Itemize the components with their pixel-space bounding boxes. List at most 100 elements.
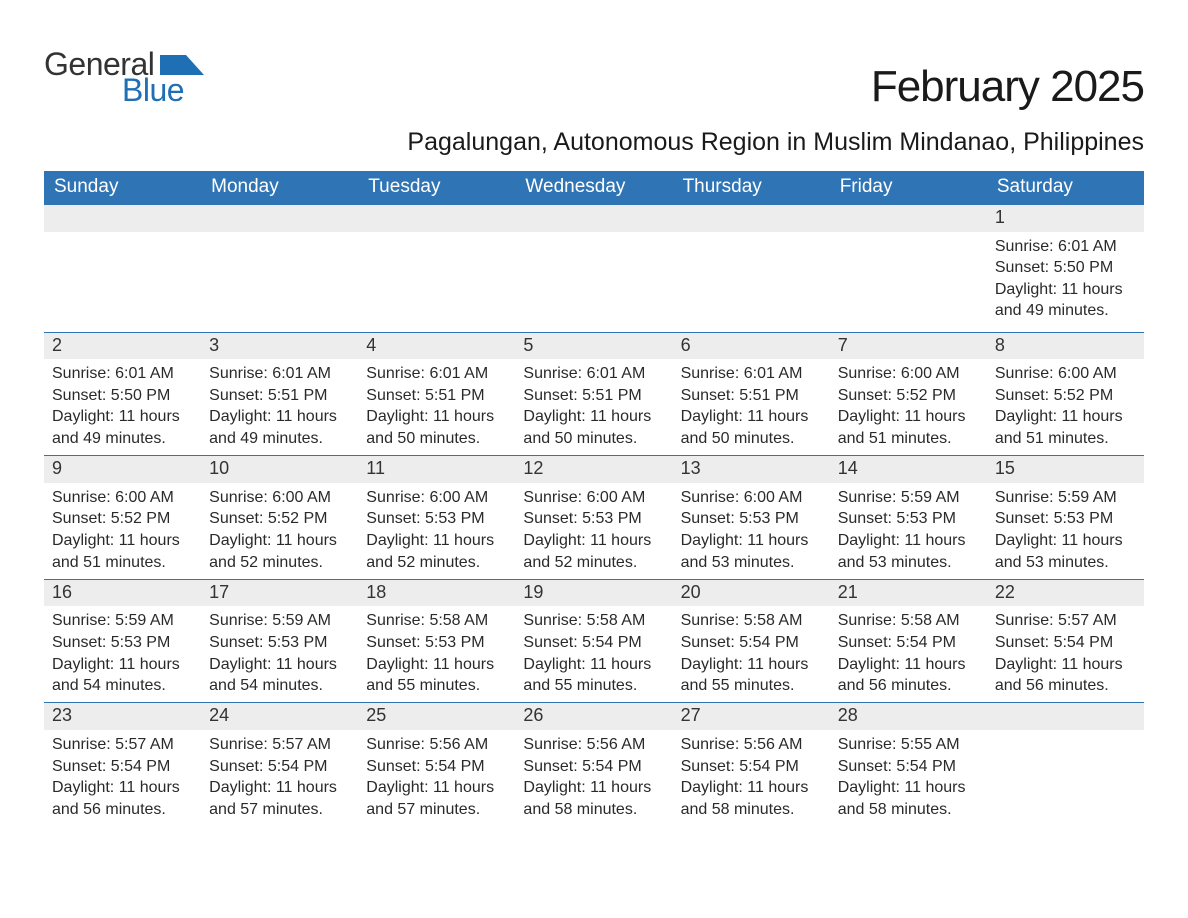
daylight-line: Daylight: 11 hours and 51 minutes. [995,406,1136,449]
sunrise-line: Sunrise: 6:01 AM [209,363,350,385]
daylight-label: Daylight: [995,408,1057,425]
sunrise-label: Sunrise: [523,612,582,629]
sunrise-label: Sunrise: [523,365,582,382]
calendar-day-cell: 8Sunrise: 6:00 AMSunset: 5:52 PMDaylight… [987,332,1144,456]
daylight-line: Daylight: 11 hours and 52 minutes. [366,530,507,573]
sunrise-line: Sunrise: 6:01 AM [995,236,1136,258]
calendar-day-cell: 9Sunrise: 6:00 AMSunset: 5:52 PMDaylight… [44,456,201,580]
daylight-line: Daylight: 11 hours and 51 minutes. [52,530,193,573]
sunrise-line: Sunrise: 5:57 AM [52,734,193,756]
sunrise-value: 5:59 AM [115,612,174,629]
sunset-line: Sunset: 5:50 PM [52,385,193,407]
daylight-label: Daylight: [366,779,428,796]
sunset-value: 5:53 PM [111,634,171,651]
sunrise-label: Sunrise: [995,489,1054,506]
day-body [358,232,515,332]
sunrise-value: 5:56 AM [587,736,646,753]
daylight-line: Daylight: 11 hours and 53 minutes. [681,530,822,573]
daylight-line: Daylight: 11 hours and 53 minutes. [995,530,1136,573]
day-body: Sunrise: 6:00 AMSunset: 5:52 PMDaylight:… [201,483,358,579]
day-number: 1 [987,205,1144,232]
calendar-day-cell: 4Sunrise: 6:01 AMSunset: 5:51 PMDaylight… [358,332,515,456]
sunrise-line: Sunrise: 5:56 AM [523,734,664,756]
sunset-value: 5:53 PM [896,510,956,527]
day-body: Sunrise: 6:00 AMSunset: 5:53 PMDaylight:… [515,483,672,579]
sunrise-value: 6:01 AM [272,365,331,382]
daylight-line: Daylight: 11 hours and 54 minutes. [52,654,193,697]
calendar-day-cell [201,205,358,333]
sunrise-value: 5:59 AM [1058,489,1117,506]
sunrise-line: Sunrise: 6:01 AM [366,363,507,385]
sunrise-label: Sunrise: [209,612,268,629]
day-number [201,205,358,232]
daylight-label: Daylight: [995,281,1057,298]
sunrise-label: Sunrise: [366,489,425,506]
sunrise-line: Sunrise: 6:00 AM [523,487,664,509]
sunrise-line: Sunrise: 6:01 AM [681,363,822,385]
sunrise-value: 5:58 AM [429,612,488,629]
sunrise-value: 5:56 AM [744,736,803,753]
day-number [673,205,830,232]
sunset-line: Sunset: 5:52 PM [209,508,350,530]
day-body: Sunrise: 6:00 AMSunset: 5:53 PMDaylight:… [358,483,515,579]
calendar-day-cell [673,205,830,333]
day-body: Sunrise: 5:58 AMSunset: 5:54 PMDaylight:… [830,606,987,702]
sunset-line: Sunset: 5:54 PM [209,756,350,778]
day-number: 21 [830,580,987,607]
logo: General Blue [44,48,204,112]
sunset-label: Sunset: [209,510,263,527]
day-body: Sunrise: 5:56 AMSunset: 5:54 PMDaylight:… [515,730,672,826]
day-body [673,232,830,332]
day-body: Sunrise: 6:00 AMSunset: 5:53 PMDaylight:… [673,483,830,579]
day-body [987,730,1144,826]
sunset-label: Sunset: [523,510,577,527]
sunrise-value: 6:00 AM [1058,365,1117,382]
sunrise-label: Sunrise: [838,612,897,629]
sunrise-line: Sunrise: 6:00 AM [366,487,507,509]
sunset-label: Sunset: [681,510,735,527]
sunset-value: 5:53 PM [425,510,485,527]
day-number: 26 [515,703,672,730]
calendar-day-cell: 21Sunrise: 5:58 AMSunset: 5:54 PMDayligh… [830,579,987,703]
sunset-line: Sunset: 5:54 PM [523,756,664,778]
daylight-line: Daylight: 11 hours and 50 minutes. [523,406,664,449]
sunset-value: 5:52 PM [1054,387,1114,404]
calendar-day-cell: 1Sunrise: 6:01 AMSunset: 5:50 PMDaylight… [987,205,1144,333]
sunrise-value: 6:01 AM [115,365,174,382]
daylight-line: Daylight: 11 hours and 56 minutes. [995,654,1136,697]
sunrise-line: Sunrise: 5:57 AM [209,734,350,756]
sunrise-value: 5:58 AM [744,612,803,629]
calendar-day-cell: 19Sunrise: 5:58 AMSunset: 5:54 PMDayligh… [515,579,672,703]
day-number: 6 [673,333,830,360]
dayheader-tuesday: Tuesday [358,171,515,205]
sunrise-label: Sunrise: [52,612,111,629]
day-number: 10 [201,456,358,483]
calendar-day-cell: 6Sunrise: 6:01 AMSunset: 5:51 PMDaylight… [673,332,830,456]
logo-text-blue: Blue [122,74,204,106]
calendar-day-cell: 18Sunrise: 5:58 AMSunset: 5:53 PMDayligh… [358,579,515,703]
sunrise-label: Sunrise: [52,736,111,753]
daylight-line: Daylight: 11 hours and 52 minutes. [523,530,664,573]
daylight-line: Daylight: 11 hours and 49 minutes. [52,406,193,449]
sunset-line: Sunset: 5:54 PM [681,632,822,654]
calendar-week-row: 23Sunrise: 5:57 AMSunset: 5:54 PMDayligh… [44,703,1144,826]
daylight-line: Daylight: 11 hours and 56 minutes. [52,777,193,820]
sunset-label: Sunset: [838,510,892,527]
calendar-day-cell: 17Sunrise: 5:59 AMSunset: 5:53 PMDayligh… [201,579,358,703]
daylight-label: Daylight: [52,532,114,549]
day-body: Sunrise: 5:56 AMSunset: 5:54 PMDaylight:… [673,730,830,826]
sunrise-label: Sunrise: [52,489,111,506]
day-body: Sunrise: 5:56 AMSunset: 5:54 PMDaylight:… [358,730,515,826]
sunrise-value: 6:01 AM [429,365,488,382]
sunset-value: 5:52 PM [268,510,328,527]
day-number: 22 [987,580,1144,607]
sunrise-value: 5:58 AM [587,612,646,629]
daylight-line: Daylight: 11 hours and 55 minutes. [681,654,822,697]
calendar-day-cell [987,703,1144,826]
sunset-value: 5:54 PM [896,634,956,651]
sunset-value: 5:53 PM [425,634,485,651]
sunrise-value: 6:00 AM [901,365,960,382]
sunset-label: Sunset: [995,510,1049,527]
day-body: Sunrise: 5:57 AMSunset: 5:54 PMDaylight:… [201,730,358,826]
day-body: Sunrise: 5:58 AMSunset: 5:54 PMDaylight:… [673,606,830,702]
